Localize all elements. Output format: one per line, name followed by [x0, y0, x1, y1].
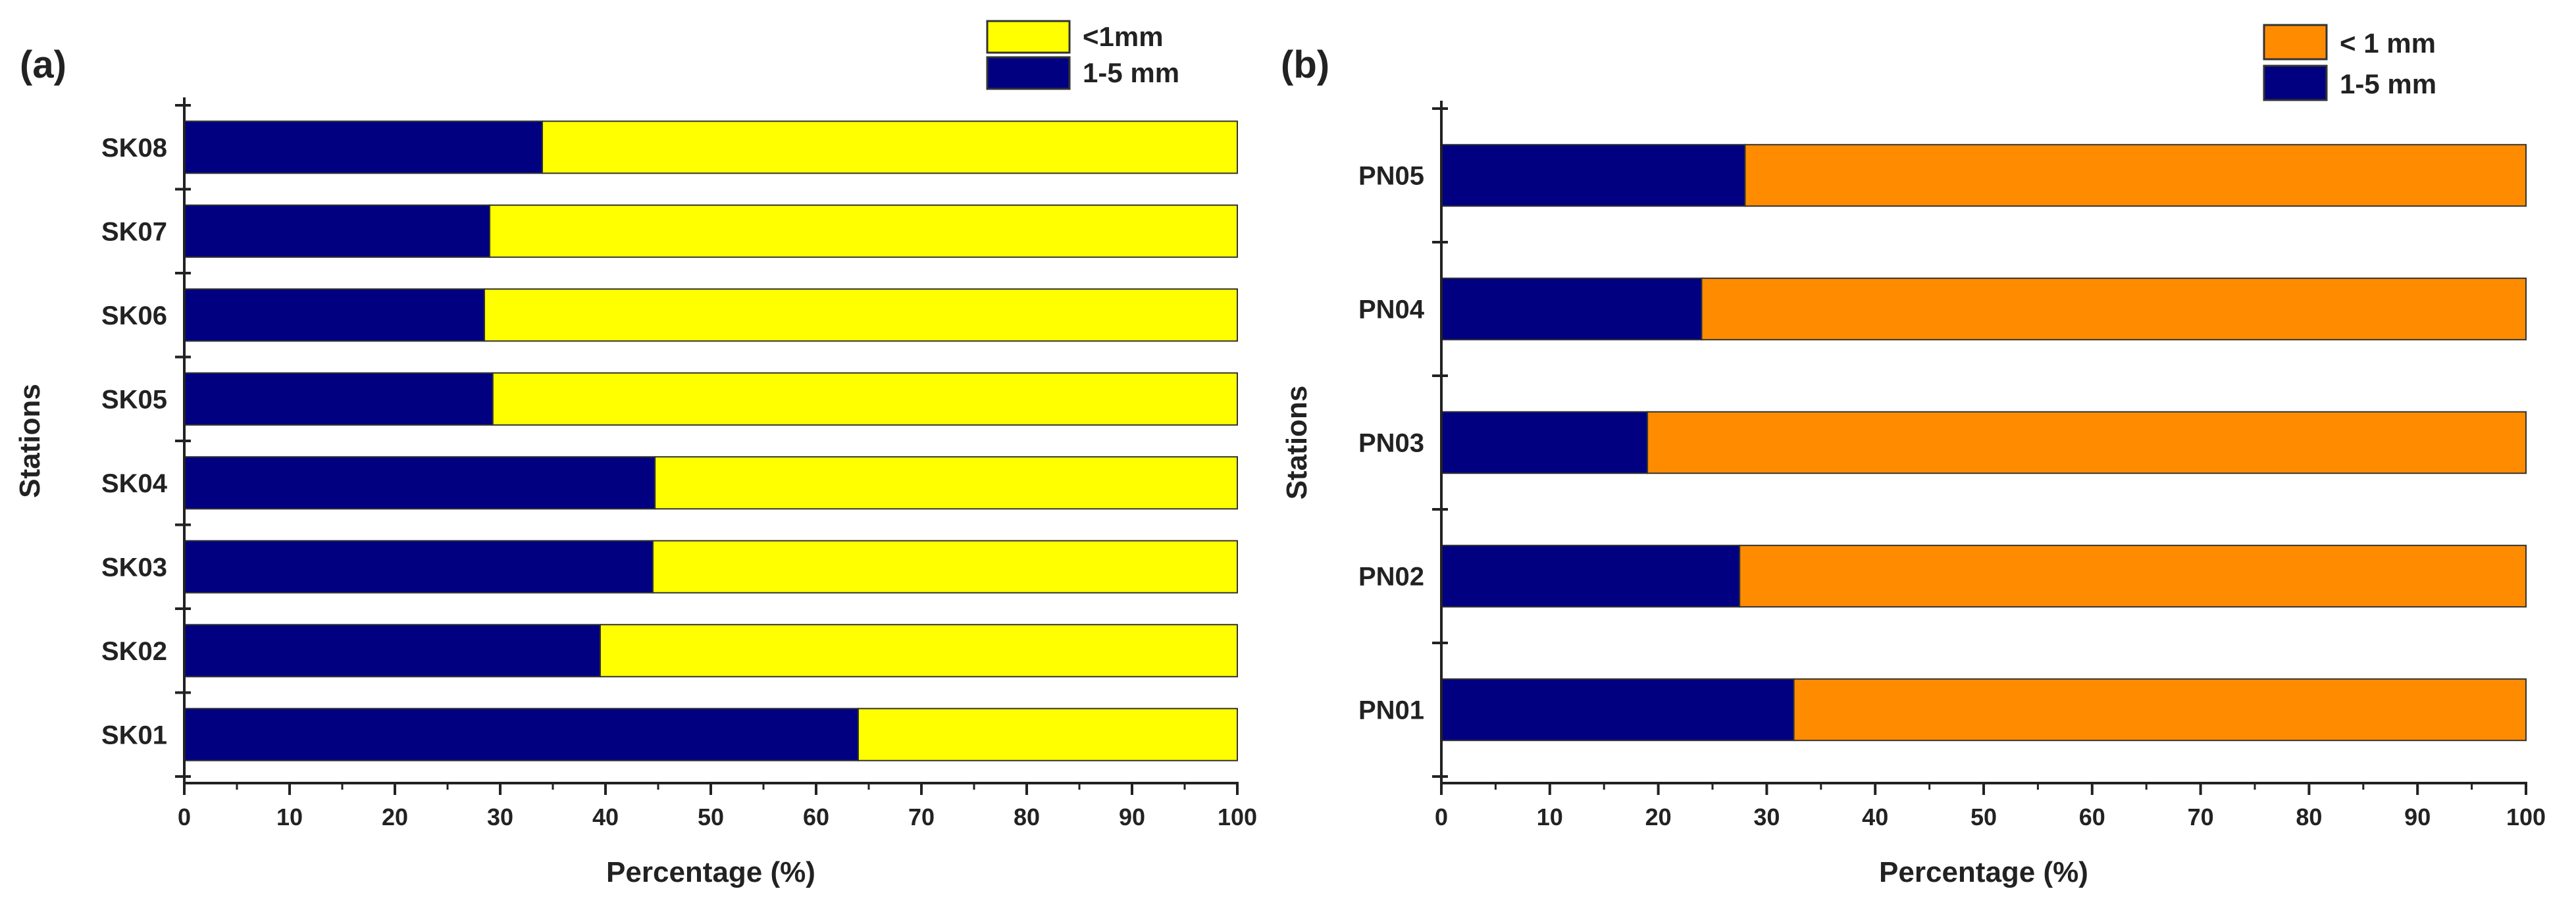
- bar-sk04-series-1: [654, 456, 1238, 510]
- legend-swatch: [986, 20, 1071, 54]
- category-label: SK06: [101, 301, 167, 330]
- bar-sk04-series-0: [184, 456, 656, 510]
- category-label: SK05: [101, 385, 167, 414]
- bar-sk01-series-1: [858, 707, 1238, 761]
- category-label: SK04: [101, 469, 168, 498]
- bar-sk05-series-0: [184, 372, 494, 426]
- bar-sk02-series-1: [600, 624, 1238, 678]
- category-label: PN03: [1358, 429, 1424, 458]
- x-tick-label: 40: [1862, 803, 1888, 830]
- y-axis-title: Stations: [1281, 386, 1313, 500]
- x-tick-label: 100: [2506, 803, 2546, 830]
- y-axis-title: Stations: [14, 384, 46, 498]
- x-tick-label: 0: [178, 803, 191, 830]
- panel-label: (b): [1281, 43, 1329, 86]
- legend-label: < 1 mm: [2340, 28, 2436, 59]
- bar-sk08-series-0: [184, 120, 543, 174]
- bar-pn04-series-1: [1701, 277, 2527, 341]
- bar-pn01-series-1: [1793, 678, 2527, 742]
- bar-pn05-series-1: [1744, 143, 2527, 207]
- category-label: PN05: [1358, 162, 1424, 191]
- x-tick-label: 30: [1753, 803, 1780, 830]
- x-axis-title: Percentage (%): [1879, 856, 2088, 888]
- category-label: SK02: [101, 637, 167, 666]
- x-tick-label: 40: [592, 803, 619, 830]
- category-label: SK07: [101, 217, 167, 246]
- x-tick-label: 0: [1435, 803, 1448, 830]
- x-tick-label: 80: [2296, 803, 2322, 830]
- x-tick-label: 90: [1119, 803, 1145, 830]
- legend-swatch: [2263, 24, 2328, 61]
- bar-pn04-series-0: [1441, 277, 1703, 341]
- category-label: SK03: [101, 553, 167, 582]
- x-tick-label: 60: [2079, 803, 2105, 830]
- x-tick-label: 10: [276, 803, 303, 830]
- category-label: SK08: [101, 134, 167, 163]
- x-tick-label: 20: [382, 803, 408, 830]
- x-tick-label: 80: [1014, 803, 1040, 830]
- bar-sk08-series-1: [542, 120, 1238, 174]
- bar-pn03-series-0: [1441, 411, 1649, 474]
- bar-sk06-series-0: [184, 288, 485, 342]
- category-label: PN02: [1358, 563, 1424, 592]
- bar-sk01-series-0: [184, 707, 859, 761]
- bar-sk02-series-0: [184, 624, 601, 678]
- bar-sk07-series-1: [489, 204, 1238, 258]
- chart-panel-a: (a) SK08 SK07 SK06 SK05 SK04 SK03 SK02 SK01 0 10 20…: [14, 20, 1257, 888]
- bar-pn02-series-1: [1739, 544, 2527, 608]
- x-tick-label: 50: [698, 803, 724, 830]
- bar-pn05-series-0: [1441, 143, 1746, 207]
- bar-sk07-series-0: [184, 204, 490, 258]
- x-tick-label: 50: [1971, 803, 1997, 830]
- legend-swatch: [986, 56, 1071, 90]
- x-tick-label: 90: [2404, 803, 2431, 830]
- bar-sk05-series-1: [492, 372, 1238, 426]
- bar-pn02-series-0: [1441, 544, 1741, 608]
- legend-swatch: [2263, 64, 2328, 101]
- x-axis-title: Percentage (%): [606, 856, 815, 888]
- category-label: SK01: [101, 721, 167, 750]
- x-tick-label: 10: [1537, 803, 1563, 830]
- bar-pn01-series-0: [1441, 678, 1795, 742]
- x-tick-label: 60: [803, 803, 829, 830]
- x-tick-label: 70: [908, 803, 935, 830]
- bar-pn03-series-1: [1647, 411, 2527, 474]
- bar-sk06-series-1: [484, 288, 1238, 342]
- chart-panel-b: (b) PN05 PN04 PN03 PN02 PN01 0 10 20 30 40 50 60 70 80…: [1281, 24, 2546, 888]
- bar-sk03-series-0: [184, 540, 654, 594]
- x-tick-label: 100: [1218, 803, 1257, 830]
- category-label: PN04: [1358, 295, 1425, 324]
- legend-label: <1mm: [1083, 21, 1164, 52]
- legend-label: 1-5 mm: [1083, 57, 1179, 88]
- bar-sk03-series-1: [652, 540, 1238, 594]
- panel-label: (a): [20, 43, 66, 86]
- category-label: PN01: [1358, 696, 1424, 725]
- x-tick-label: 70: [2188, 803, 2214, 830]
- legend-label: 1-5 mm: [2340, 68, 2436, 99]
- x-tick-label: 20: [1645, 803, 1672, 830]
- x-tick-label: 30: [487, 803, 513, 830]
